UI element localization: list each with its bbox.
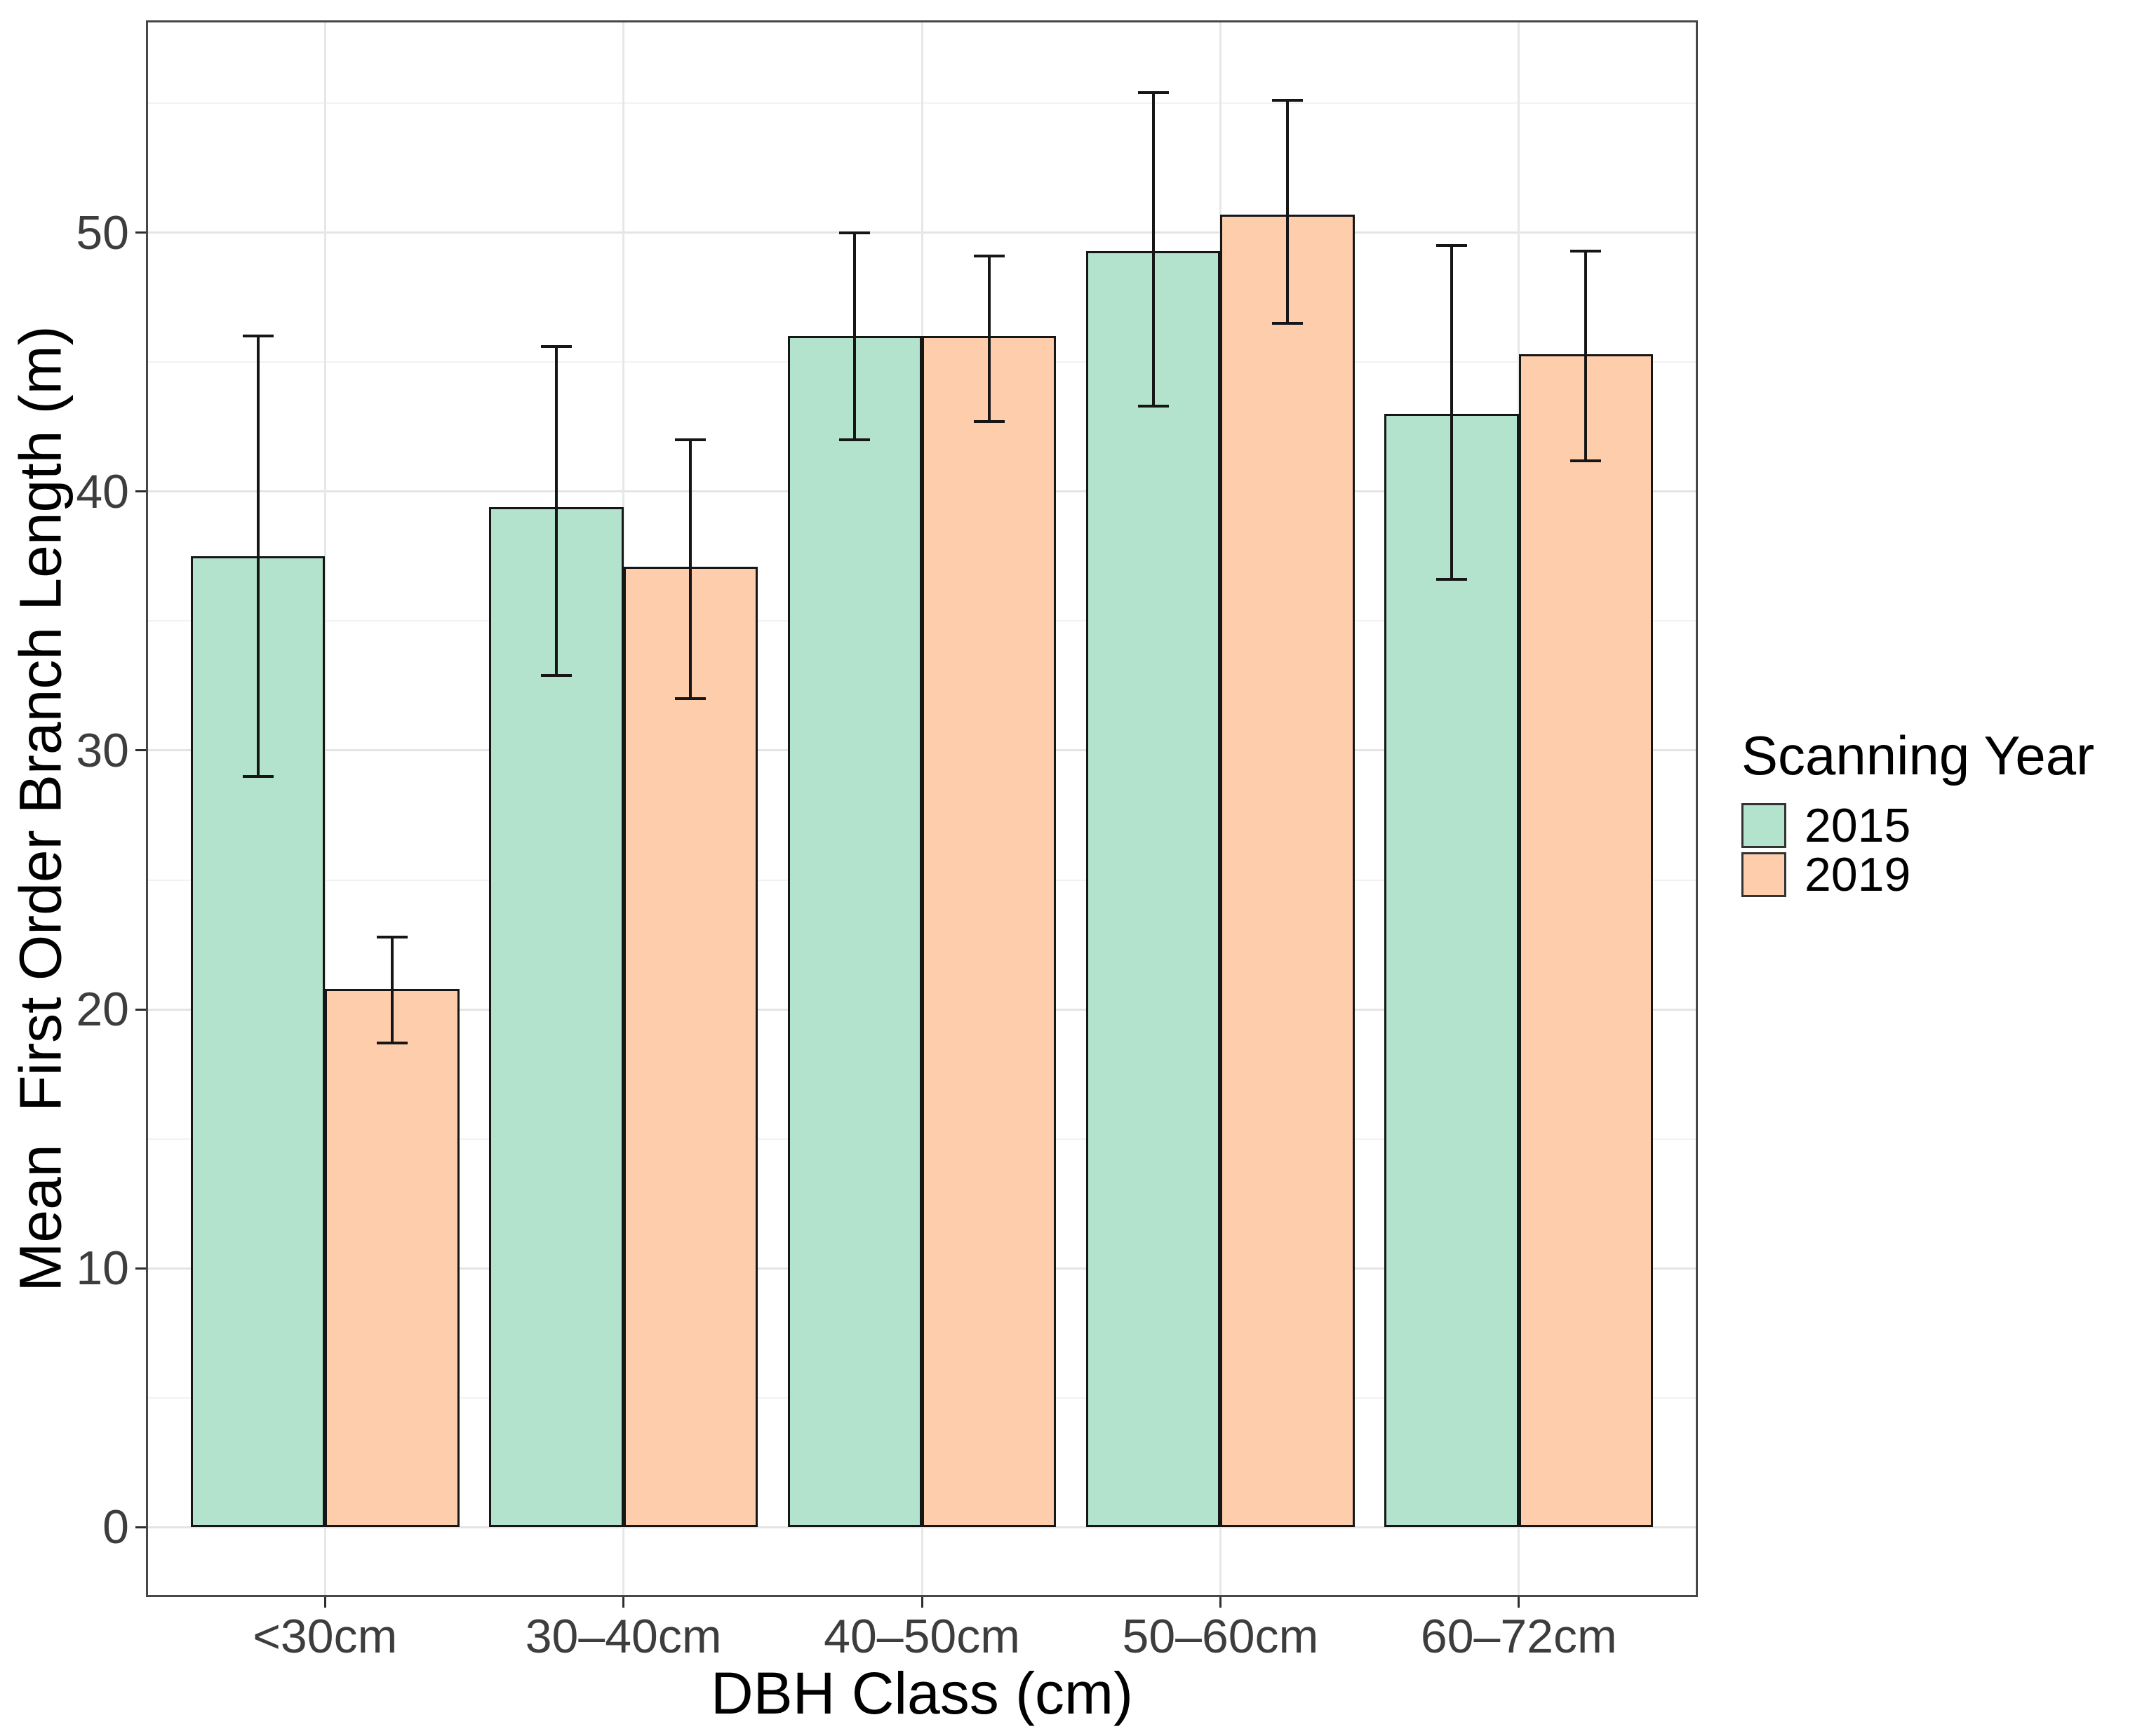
y-tick-50	[135, 231, 146, 234]
y-tick-20	[135, 1008, 146, 1011]
y-axis-title: Mean First Order Branch Length (m)	[7, 325, 74, 1292]
y-tick-label-0: 0	[102, 1500, 129, 1554]
x-tick-1	[622, 1597, 625, 1608]
y-tick-label-50: 50	[76, 206, 129, 260]
errorbar-cap-bottom-2015-50–60cm	[1137, 405, 1169, 408]
errorbar-cap-top-2015-60–72cm	[1436, 244, 1468, 248]
errorbar-2019-60–72cm	[1584, 250, 1588, 461]
bar-2019-30–40cm	[623, 566, 758, 1528]
x-tick-3	[1219, 1597, 1221, 1608]
errorbar-cap-top-2015-30–40cm	[540, 345, 572, 349]
legend-item-2019: 2019	[1741, 848, 2094, 901]
errorbar-cap-bottom-2019-50–60cm	[1272, 321, 1304, 325]
legend-swatch-2019	[1741, 852, 1786, 897]
y-tick-10	[135, 1267, 146, 1270]
errorbar-cap-bottom-2019-60–72cm	[1570, 459, 1602, 462]
bar-2019-40–50cm	[922, 336, 1057, 1528]
y-tick-label-30: 30	[76, 723, 129, 777]
legend-title: Scanning Year	[1741, 725, 2095, 786]
y-tick-label-10: 10	[76, 1242, 129, 1296]
y-tick-30	[135, 749, 146, 752]
gridline-vertical-0	[323, 20, 326, 1597]
y-tick-label-40: 40	[76, 464, 129, 518]
legend: Scanning Year 2015 2019	[1741, 722, 2095, 901]
x-tick-label-3: 50–60cm	[1122, 1610, 1319, 1663]
x-tick-label-2: 40–50cm	[824, 1610, 1020, 1663]
y-tick-40	[135, 490, 146, 493]
errorbar-cap-bottom-2015-30–40cm	[540, 673, 572, 677]
x-tick-2	[921, 1597, 923, 1608]
bar-2015-40–50cm	[787, 336, 922, 1528]
errorbar-2019-30–40cm	[689, 439, 692, 699]
errorbar-2015-50–60cm	[1151, 93, 1155, 406]
plot-panel	[146, 20, 1698, 1597]
errorbar-cap-bottom-2015-<30cm	[242, 774, 274, 778]
x-tick-label-1: 30–40cm	[525, 1610, 722, 1663]
x-axis-title: DBH Class (cm)	[711, 1660, 1133, 1726]
bar-2019-<30cm	[325, 988, 460, 1528]
errorbar-cap-bottom-2015-60–72cm	[1436, 578, 1468, 581]
errorbar-cap-bottom-2015-40–50cm	[839, 438, 871, 441]
y-tick-0	[135, 1526, 146, 1528]
errorbar-cap-top-2019-<30cm	[376, 935, 408, 938]
errorbar-cap-top-2015-<30cm	[242, 335, 274, 338]
errorbar-cap-bottom-2019-40–50cm	[973, 420, 1005, 424]
errorbar-cap-bottom-2019-<30cm	[376, 1042, 408, 1045]
errorbar-2019-50–60cm	[1286, 100, 1290, 323]
errorbar-cap-top-2019-50–60cm	[1272, 99, 1304, 102]
x-tick-label-4: 60–72cm	[1420, 1610, 1617, 1663]
legend-item-2015: 2015	[1741, 799, 2094, 852]
errorbar-cap-top-2019-30–40cm	[675, 438, 707, 441]
errorbar-2019-<30cm	[390, 936, 394, 1044]
x-tick-4	[1518, 1597, 1520, 1608]
legend-label-2019: 2019	[1805, 848, 1911, 901]
legend-label-2015: 2015	[1805, 799, 1911, 852]
errorbar-2015-40–50cm	[853, 232, 857, 440]
errorbar-cap-top-2015-40–50cm	[839, 231, 871, 234]
errorbar-2015-<30cm	[256, 336, 260, 776]
bar-2019-60–72cm	[1518, 354, 1654, 1528]
x-tick-0	[323, 1597, 326, 1608]
errorbar-cap-top-2015-50–60cm	[1137, 91, 1169, 95]
bar-2019-50–60cm	[1220, 214, 1355, 1528]
bar-2015-50–60cm	[1085, 250, 1221, 1528]
legend-swatch-2015	[1741, 803, 1786, 848]
errorbar-cap-top-2019-40–50cm	[973, 254, 1005, 257]
errorbar-cap-top-2019-60–72cm	[1570, 249, 1602, 253]
bar-2015-30–40cm	[489, 506, 624, 1528]
errorbar-2015-30–40cm	[554, 346, 558, 675]
errorbar-2019-40–50cm	[987, 255, 991, 422]
y-tick-label-20: 20	[76, 983, 129, 1037]
errorbar-cap-bottom-2019-30–40cm	[675, 697, 707, 701]
errorbar-2015-60–72cm	[1450, 245, 1454, 580]
x-tick-label-0: <30cm	[253, 1610, 398, 1663]
